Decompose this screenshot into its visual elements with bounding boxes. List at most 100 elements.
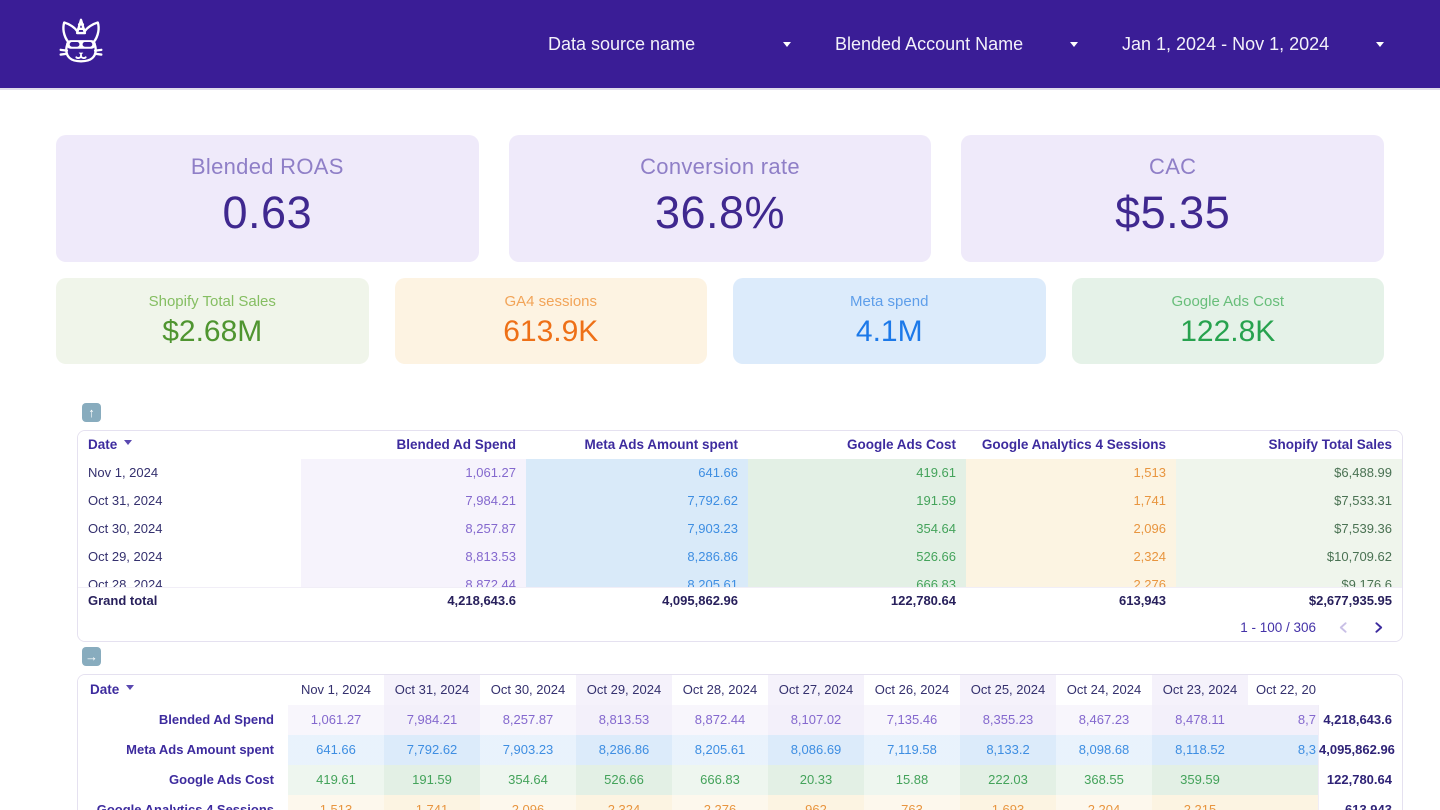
table2-row-meta-ads-amount-spent: Meta Ads Amount spent 641.66 7,792.62 7,… <box>78 735 1402 765</box>
chevron-left-icon <box>1339 621 1347 633</box>
kpi-title: CAC <box>1149 154 1197 179</box>
totals-column-header <box>1318 675 1402 705</box>
kpi-card-conversion-rate: Conversion rate 36.8% <box>508 135 932 262</box>
metric-title: Meta spend <box>850 293 929 310</box>
date-cell: Oct 31, 2024 <box>78 487 301 515</box>
metric-card-row: Shopify Total Sales $2.68M GA4 sessions … <box>56 278 1384 364</box>
value-cell: 8,086.69 <box>768 735 864 765</box>
value-cell: 7,903.23 <box>480 735 576 765</box>
caret-down-icon <box>783 42 791 51</box>
account-label: Blended Account Name <box>835 33 1024 54</box>
value-cell: 419.61 <box>288 765 384 795</box>
value-cell: 7,984.21 <box>384 705 480 735</box>
column-header-shopify-total-sales[interactable]: Shopify Total Sales <box>1176 431 1402 459</box>
table2-row-google-ads-cost: Google Ads Cost 419.61 191.59 354.64 526… <box>78 765 1402 795</box>
value-cell: 8,133.2 <box>960 735 1056 765</box>
value-cell: 1,693 <box>960 795 1056 810</box>
value-cell: 2,096 <box>480 795 576 810</box>
grand-total-google-ads: 122,780.64 <box>748 587 966 613</box>
value-cell: 8,872.44 <box>672 705 768 735</box>
row-header-date[interactable]: Date <box>78 675 288 705</box>
blended-ad-spend-cell: 8,872.44 <box>301 571 526 587</box>
grand-total-label: Grand total <box>78 587 301 613</box>
blended-ad-spend-cell: 8,813.53 <box>301 543 526 571</box>
metric-title: GA4 sessions <box>504 293 598 310</box>
metric-card-meta-spend: Meta spend 4.1M <box>733 278 1046 364</box>
value-cell-partial <box>1248 765 1318 795</box>
daily-metrics-table: Date Blended Ad Spend Meta Ads Amount sp… <box>77 430 1403 642</box>
grand-total-ga4: 613,943 <box>966 587 1176 613</box>
sort-caret-icon <box>124 440 133 449</box>
pagination-prev-button[interactable] <box>1336 620 1351 635</box>
value-cell: 7,135.46 <box>864 705 960 735</box>
column-header-meta-ads-amount-spent[interactable]: Meta Ads Amount spent <box>526 431 748 459</box>
ga4-sessions-cell: 1,741 <box>966 487 1176 515</box>
date-column-header: Oct 28, 2024 <box>672 675 768 705</box>
value-cell: 2,215 <box>1152 795 1248 810</box>
row-label: Google Ads Cost <box>78 765 288 795</box>
blended-ad-spend-cell: 8,257.87 <box>301 515 526 543</box>
date-range-dropdown[interactable]: Jan 1, 2024 - Nov 1, 2024 <box>1122 34 1384 55</box>
shopify-sales-cell: $7,539.36 <box>1176 515 1402 543</box>
kpi-card-row: Blended ROAS 0.63 Conversion rate 36.8% … <box>56 135 1385 262</box>
kpi-title: Blended ROAS <box>190 154 344 179</box>
export-right-button[interactable]: → <box>82 647 101 666</box>
table1-pagination: 1 - 100 / 306 <box>78 613 1402 641</box>
metric-card-shopify-total-sales: Shopify Total Sales $2.68M <box>56 278 369 364</box>
column-header-google-ads-cost[interactable]: Google Ads Cost <box>748 431 966 459</box>
value-cell: 7,792.62 <box>384 735 480 765</box>
caret-down-icon <box>1376 42 1384 51</box>
date-column-header: Oct 27, 2024 <box>768 675 864 705</box>
value-cell: 8,467.23 <box>1056 705 1152 735</box>
value-cell: 8,098.68 <box>1056 735 1152 765</box>
data-source-dropdown[interactable]: Data source name <box>548 34 791 55</box>
date-column-header: Oct 30, 2024 <box>480 675 576 705</box>
shopify-sales-cell: $9,176.6 <box>1176 571 1402 587</box>
google-ads-cell: 526.66 <box>748 543 966 571</box>
pagination-next-button[interactable] <box>1371 620 1386 635</box>
row-label: Blended Ad Spend <box>78 705 288 735</box>
table-row: Oct 29, 2024 8,813.53 8,286.86 526.66 2,… <box>78 543 1402 571</box>
value-cell: 7,119.58 <box>864 735 960 765</box>
table2-header-row: Date Nov 1, 2024 Oct 31, 2024 Oct 30, 20… <box>78 675 1402 705</box>
value-cell: 359.59 <box>1152 765 1248 795</box>
row-total-cell: 4,218,643.6 <box>1318 705 1402 735</box>
value-cell-partial <box>1248 795 1318 810</box>
value-cell: 8,257.87 <box>480 705 576 735</box>
meta-ads-cell: 641.66 <box>526 459 748 487</box>
google-ads-cell: 666.83 <box>748 571 966 587</box>
export-up-button[interactable]: ↑ <box>82 403 101 422</box>
column-header-ga4-sessions[interactable]: Google Analytics 4 Sessions <box>966 431 1176 459</box>
caret-down-icon <box>1070 42 1078 51</box>
shopify-sales-cell: $6,488.99 <box>1176 459 1402 487</box>
metric-value: 4.1M <box>855 315 923 348</box>
meta-ads-cell: 7,792.62 <box>526 487 748 515</box>
value-cell: 666.83 <box>672 765 768 795</box>
value-cell: 526.66 <box>576 765 672 795</box>
value-cell: 641.66 <box>288 735 384 765</box>
kpi-value: 36.8% <box>654 187 786 238</box>
value-cell: 8,355.23 <box>960 705 1056 735</box>
google-ads-cell: 354.64 <box>748 515 966 543</box>
meta-ads-cell: 7,903.23 <box>526 515 748 543</box>
value-cell: 8,478.11 <box>1152 705 1248 735</box>
table1-body[interactable]: Nov 1, 2024 1,061.27 641.66 419.61 1,513… <box>78 459 1402 587</box>
value-cell: 354.64 <box>480 765 576 795</box>
date-cell: Oct 29, 2024 <box>78 543 301 571</box>
date-cell: Oct 30, 2024 <box>78 515 301 543</box>
metric-value: $2.68M <box>162 315 263 348</box>
meta-ads-cell: 8,205.61 <box>526 571 748 587</box>
account-dropdown[interactable]: Blended Account Name <box>835 34 1078 55</box>
value-cell: 2,324 <box>576 795 672 810</box>
shopify-sales-cell: $7,533.31 <box>1176 487 1402 515</box>
metric-card-google-ads-cost: Google Ads Cost 122.8K <box>1071 278 1384 364</box>
column-header-date[interactable]: Date <box>78 431 301 459</box>
ga4-sessions-cell: 2,276 <box>966 571 1176 587</box>
ga4-sessions-cell: 2,324 <box>966 543 1176 571</box>
date-column-header: Oct 25, 2024 <box>960 675 1056 705</box>
data-source-label: Data source name <box>548 33 696 54</box>
kpi-value: 0.63 <box>222 187 313 238</box>
column-header-blended-ad-spend[interactable]: Blended Ad Spend <box>301 431 526 459</box>
row-total-cell: 4,095,862.96 <box>1318 735 1402 765</box>
pagination-range-label: 1 - 100 / 306 <box>1240 619 1316 635</box>
